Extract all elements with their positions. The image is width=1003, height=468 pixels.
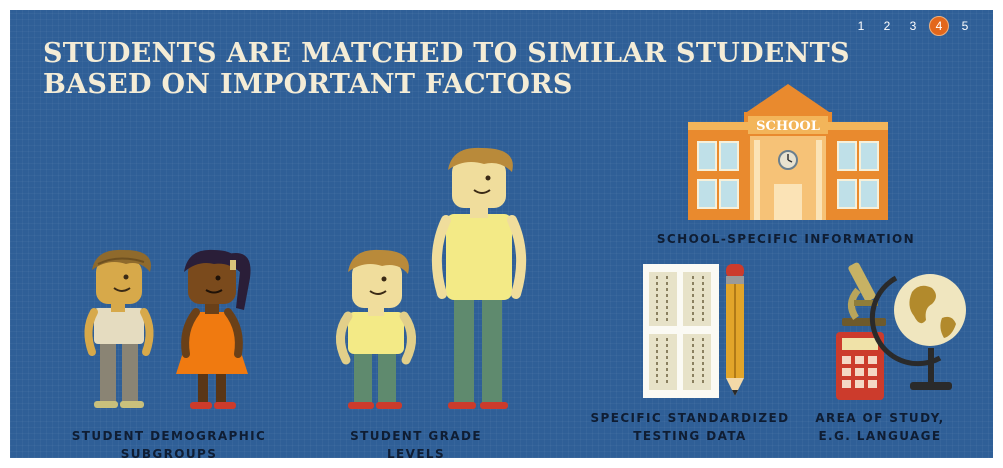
title-line-2: BASED ON IMPORTANT FACTORS	[43, 69, 573, 100]
caption-study-line-1: AREA OF STUDY,	[815, 411, 945, 425]
tall-student-icon	[431, 147, 527, 409]
page-link-3[interactable]: 3	[909, 19, 917, 33]
caption-grade-levels: STUDENT GRADE LEVELS	[350, 429, 482, 458]
caption-testing-data: SPECIFIC STANDARDIZED TESTING DATA	[580, 409, 800, 445]
page-link-4-current[interactable]: 4	[929, 16, 949, 36]
small-student-icon	[336, 249, 416, 409]
school-sign: SCHOOL	[756, 119, 820, 134]
calculator-icon	[836, 332, 884, 400]
caption-area-of-study: AREA OF STUDY, E.G. LANGUAGE	[810, 409, 950, 445]
pencil-icon	[726, 264, 744, 396]
caption-testing-line-2: TESTING DATA	[633, 429, 747, 443]
pagination: 1 2 3 4 5	[851, 16, 975, 36]
globe-icon	[869, 274, 966, 390]
page-link-1[interactable]: 1	[857, 19, 865, 33]
student-boy-icon	[84, 249, 154, 408]
school-building-icon: SCHOOL	[688, 84, 888, 220]
caption-study-line-2: E.G. LANGUAGE	[818, 429, 942, 443]
title-line-1: STUDENTS ARE MATCHED TO SIMILAR STUDENTS	[43, 38, 850, 69]
page-title: STUDENTS ARE MATCHED TO SIMILAR STUDENTS…	[43, 38, 850, 100]
caption-testing-line-1: SPECIFIC STANDARDIZED	[590, 411, 790, 425]
page-link-5[interactable]: 5	[961, 19, 969, 33]
caption-school-information: SCHOOL-SPECIFIC INFORMATION	[656, 232, 916, 246]
page-link-2[interactable]: 2	[883, 19, 891, 33]
student-girl-icon	[176, 249, 251, 409]
test-sheet-icon	[643, 264, 719, 398]
infographic-slide: STUDENTS ARE MATCHED TO SIMILAR STUDENTS…	[10, 10, 993, 458]
caption-demographic-subgroups: STUDENT DEMOGRAPHIC SUBGROUPS	[71, 429, 267, 458]
